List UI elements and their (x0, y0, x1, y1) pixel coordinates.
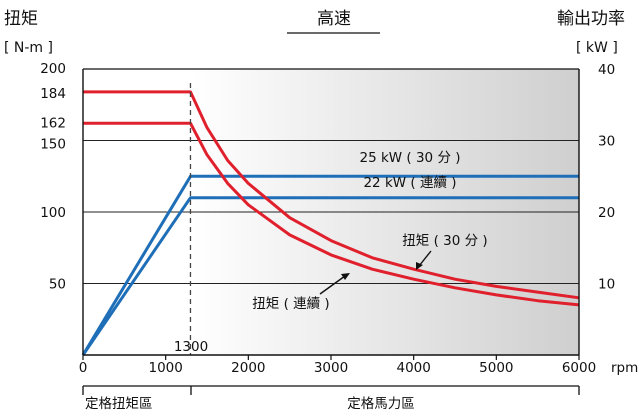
annotation-arrowhead-torque-30min (416, 262, 423, 270)
x-tick-label-5000: 5000 (479, 360, 513, 376)
series-label-25kw: 25 kW ( 30 分 ) (359, 150, 460, 166)
x-tick-label-3000: 3000 (314, 360, 348, 376)
x-tick-label-2000: 2000 (231, 360, 265, 376)
marker-1300-label: 1300 (174, 339, 208, 355)
series-label-torque-continuous: 扭矩 ( 連續 ) (252, 296, 329, 312)
left-tick-label-162: 162 (40, 115, 66, 131)
tick-labels: 0 1000 2000 3000 4000 5000 6000 50 100 150 162 184 2… (40, 61, 615, 376)
region-constant-power: 定格馬力區 (347, 396, 415, 412)
x-tick-label-1000: 1000 (148, 360, 182, 376)
right-tick-label-30: 30 (598, 134, 615, 150)
series-line-3 (83, 121, 580, 307)
annotation-arrowhead-torque-continuous (341, 273, 350, 280)
series-label-22kw: 22 kW ( 連續 ) (363, 175, 456, 191)
left-tick-label-150: 150 (40, 137, 66, 153)
series-line-2 (83, 90, 580, 300)
x-axis-unit-label: rpm (611, 360, 638, 376)
x-tick-label-4000: 4000 (396, 360, 430, 376)
left-axis-title: 扭矩 (4, 9, 38, 29)
x-tick-label-6000: 6000 (562, 360, 596, 376)
right-axis-title: 輸出功率 (557, 9, 625, 29)
left-tick-label-184: 184 (40, 86, 66, 102)
right-tick-label-20: 20 (598, 205, 615, 221)
x-tick-label-0: 0 (79, 360, 88, 376)
high-speed-label: 高速 (317, 9, 351, 29)
annotation-arrow-torque-continuous (319, 275, 346, 295)
right-tick-label-40: 40 (598, 62, 615, 78)
left-axis-unit: [ N-m ] (4, 40, 53, 56)
right-tick-label-10: 10 (598, 277, 615, 293)
axes (82, 68, 580, 360)
annotation-arrow-torque-30min (418, 250, 432, 267)
series-label-torque-30min: 扭矩 ( 30 分 ) (402, 233, 487, 249)
left-tick-label-200: 200 (40, 61, 66, 77)
series-line-1 (81, 196, 579, 356)
region-constant-torque: 定格扭矩區 (85, 396, 153, 412)
left-tick-label-100: 100 (40, 205, 66, 221)
series-layer (81, 90, 580, 356)
right-axis-unit: [ kW ] (576, 40, 618, 56)
left-tick-label-50: 50 (49, 277, 66, 293)
